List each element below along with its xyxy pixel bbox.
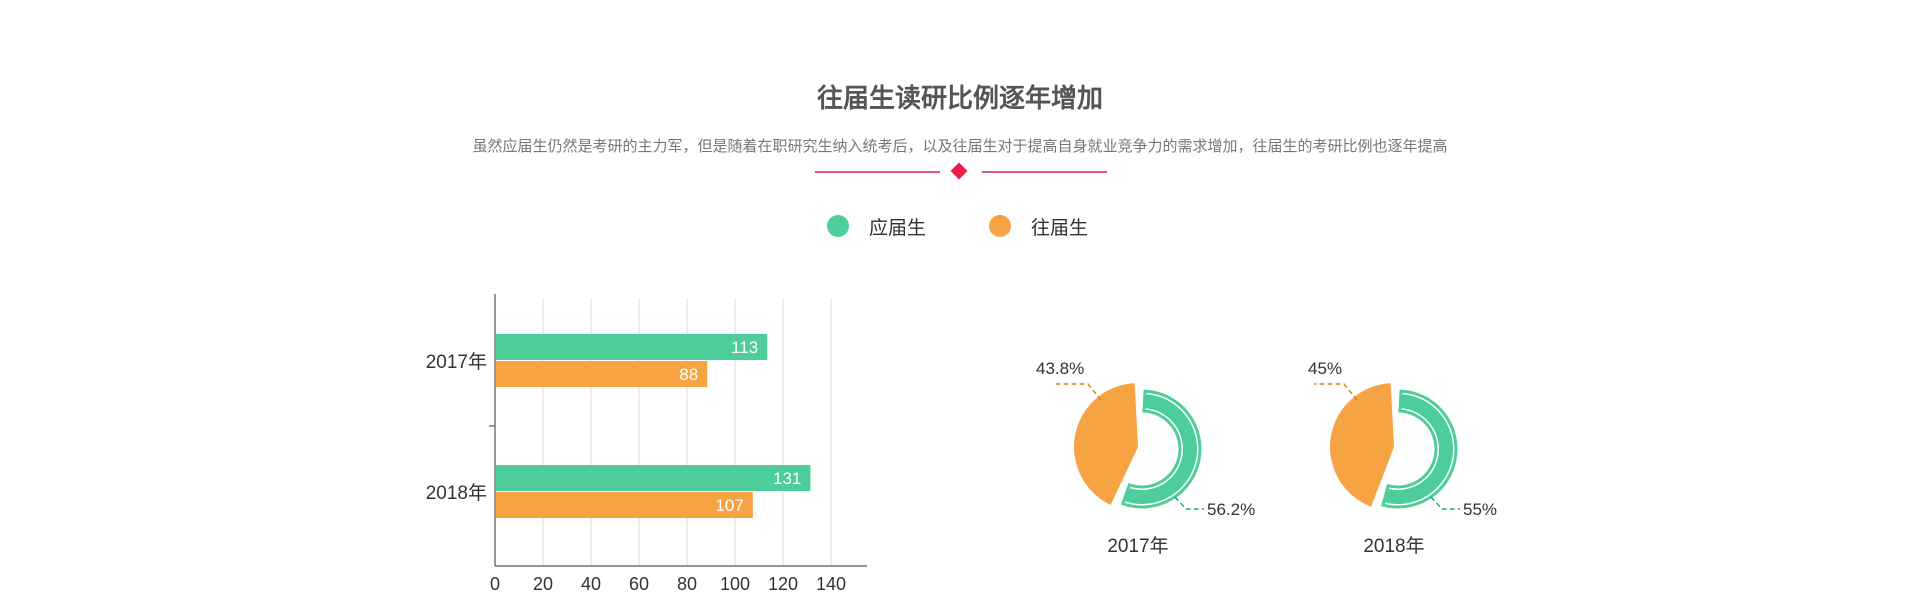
x-tick-label: 100 — [720, 574, 750, 594]
page-subtitle: 虽然应届生仍然是考研的主力军，但是随着在职研究生纳入统考后，以及往届生对于提高自… — [472, 138, 1448, 155]
x-tick-label: 0 — [490, 574, 500, 594]
bar-past — [496, 492, 753, 518]
leader-line-past — [1056, 383, 1102, 401]
y-tick-label: 2017年 — [426, 351, 487, 373]
slice-label-past: 45% — [1308, 359, 1342, 378]
slice-label-fresh: 55% — [1463, 500, 1497, 519]
legend-item-fresh[interactable]: 应届生 — [827, 214, 927, 239]
legend-dot-fresh — [827, 215, 849, 237]
donut-slice-past — [1330, 383, 1394, 507]
bar-fresh — [496, 334, 768, 360]
bar-value-label: 107 — [715, 496, 743, 515]
slice-label-fresh: 56.2% — [1207, 500, 1255, 519]
legend-label-fresh: 应届生 — [869, 217, 927, 239]
legend-dot-past — [989, 215, 1011, 237]
donut-caption: 2017年 — [1107, 535, 1168, 557]
leader-line-fresh — [1430, 496, 1460, 510]
bar-value-label: 88 — [679, 365, 698, 384]
slice-label-past: 43.8% — [1036, 359, 1084, 378]
y-tick-label: 2018年 — [426, 482, 487, 504]
page-title: 往届生读研比例逐年增加 — [816, 83, 1103, 113]
bar-value-label: 131 — [773, 469, 801, 488]
legend-label-past: 往届生 — [1031, 217, 1089, 239]
leader-line-fresh — [1174, 496, 1204, 510]
bar-fresh — [496, 465, 811, 491]
x-tick-label: 60 — [629, 574, 649, 594]
x-tick-label: 40 — [581, 574, 601, 594]
x-tick-label: 120 — [768, 574, 798, 594]
legend-item-past[interactable]: 往届生 — [989, 214, 1089, 239]
donut-caption: 2018年 — [1363, 535, 1424, 557]
bar-value-label: 113 — [731, 338, 758, 357]
x-tick-label: 140 — [816, 574, 846, 594]
x-tick-label: 20 — [533, 574, 553, 594]
donut-slice-fresh-fill — [1123, 394, 1197, 504]
divider-line-left — [815, 171, 940, 173]
donut-slice-past — [1073, 383, 1138, 505]
bar-past — [496, 361, 708, 387]
divider-line-right — [982, 171, 1107, 173]
x-tick-label: 80 — [677, 574, 697, 594]
donut-slice-fresh-fill — [1383, 394, 1453, 504]
leader-line-past — [1314, 383, 1358, 401]
